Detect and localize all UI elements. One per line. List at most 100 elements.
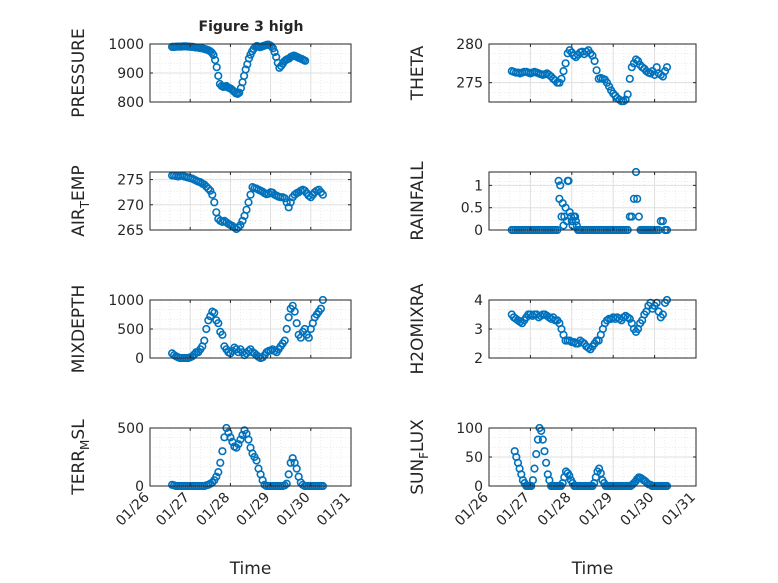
subplot-rainfall: 00.51 RAINFALL: [408, 161, 697, 241]
data-point: [565, 46, 574, 55]
y-axis-label-part: H2OMIXRA: [408, 283, 428, 374]
y-axis-label: AIRTEMP: [69, 165, 92, 236]
ticks: 800 900 1000: [108, 37, 352, 111]
y-tick-label: 50: [465, 450, 483, 466]
data-point: [204, 316, 213, 325]
data-point: [236, 220, 245, 230]
y-axis-label-part: PRESSURE: [69, 28, 89, 117]
data-point: [280, 194, 289, 203]
data-point: [528, 476, 538, 485]
data-point: [658, 217, 668, 226]
data-point: [242, 205, 251, 214]
y-tick-label: 280: [456, 37, 483, 53]
data-point: [304, 333, 313, 342]
y-axis-label-part: RAINFALL: [408, 161, 428, 241]
data-point: [282, 324, 291, 334]
figure-title: Figure 3 high: [199, 19, 304, 35]
data-point: [533, 435, 543, 444]
y-tick-label: 0: [135, 479, 144, 495]
data-point: [660, 66, 670, 76]
y-axis-label-part: MIXDEPTH: [69, 285, 89, 374]
y-tick-label: 3: [474, 322, 483, 338]
data-point: [592, 66, 601, 75]
data-point: [204, 184, 213, 193]
data-point: [301, 56, 310, 65]
data-point: [284, 203, 293, 212]
x-tick-label: 01/26: [452, 489, 492, 529]
data-point: [214, 468, 223, 477]
y-tick-label: 500: [117, 322, 144, 338]
data-point: [270, 47, 279, 57]
axes-box: [149, 171, 352, 231]
data-point: [530, 464, 539, 473]
y-tick-label: 4: [474, 293, 483, 309]
y-axis-label-part: F: [417, 452, 431, 459]
y-axis-label-part: TERR: [69, 450, 89, 496]
axes-background: [489, 172, 696, 230]
data-point: [212, 63, 221, 72]
data-point: [532, 450, 541, 459]
data-point: [541, 458, 551, 467]
data-point: [202, 324, 211, 334]
data-point: [566, 212, 576, 221]
y-axis-label-part: T: [78, 200, 92, 209]
data-point: [244, 54, 253, 63]
y-tick-label: 1000: [108, 293, 144, 309]
data-point: [226, 433, 235, 442]
data-point: [252, 456, 261, 465]
data-point: [282, 479, 291, 488]
data-point: [282, 198, 291, 207]
data-point: [214, 319, 223, 328]
data-point: [206, 186, 215, 195]
x-tick-label: 01/29: [234, 490, 274, 530]
data-point: [556, 181, 565, 190]
data-point: [604, 82, 614, 91]
data-point: [244, 198, 253, 207]
x-tick-label: 01/28: [193, 490, 233, 530]
y-axis-label: RAINFALL: [408, 161, 428, 241]
y-tick-label: 275: [117, 173, 144, 189]
data-point: [200, 336, 209, 345]
y-tick-label: 0: [135, 351, 144, 367]
data-point: [216, 458, 225, 467]
ticks: 00.51: [461, 172, 697, 239]
data-point: [284, 313, 293, 322]
x-tick-label: 01/31: [659, 490, 699, 530]
data-point: [224, 428, 233, 437]
y-tick-label: 800: [117, 95, 144, 111]
x-tick-label: 01/30: [274, 490, 314, 530]
x-tick-label: 01/26: [113, 489, 153, 529]
data-point: [238, 430, 247, 440]
data-point: [246, 190, 255, 199]
data-point: [292, 464, 301, 473]
y-tick-label: 900: [117, 66, 144, 82]
y-tick-label: 100: [456, 421, 483, 437]
data-point: [208, 190, 217, 199]
axes-box: [149, 427, 352, 487]
data-point: [594, 464, 604, 473]
data-point: [561, 59, 570, 68]
data-point: [570, 212, 580, 221]
axes-box: [488, 171, 697, 231]
data-point: [565, 471, 574, 480]
y-axis-label-part: LUX: [408, 419, 428, 452]
data-point: [561, 203, 570, 212]
y-axis-label-part: M: [78, 440, 92, 450]
data-point: [268, 44, 278, 53]
data-point: [284, 470, 293, 479]
data-point: [658, 310, 668, 319]
y-axis-label: MIXDEPTH: [69, 285, 89, 374]
data-point: [590, 56, 599, 66]
data-point: [623, 90, 632, 99]
x-axis-label: Time: [229, 559, 272, 579]
y-axis-label: H2OMIXRA: [408, 283, 428, 374]
x-tick-label: 01/27: [153, 490, 193, 530]
data-points: [507, 46, 672, 106]
data-point: [316, 304, 326, 313]
data-point: [559, 66, 568, 76]
y-tick-label: 2: [474, 351, 483, 367]
data-point: [258, 476, 267, 485]
subplot-theta: 275 280 THETA: [408, 37, 697, 106]
subplot-mixdepth: 0 500 1000 MIXDEPTH: [69, 285, 352, 374]
